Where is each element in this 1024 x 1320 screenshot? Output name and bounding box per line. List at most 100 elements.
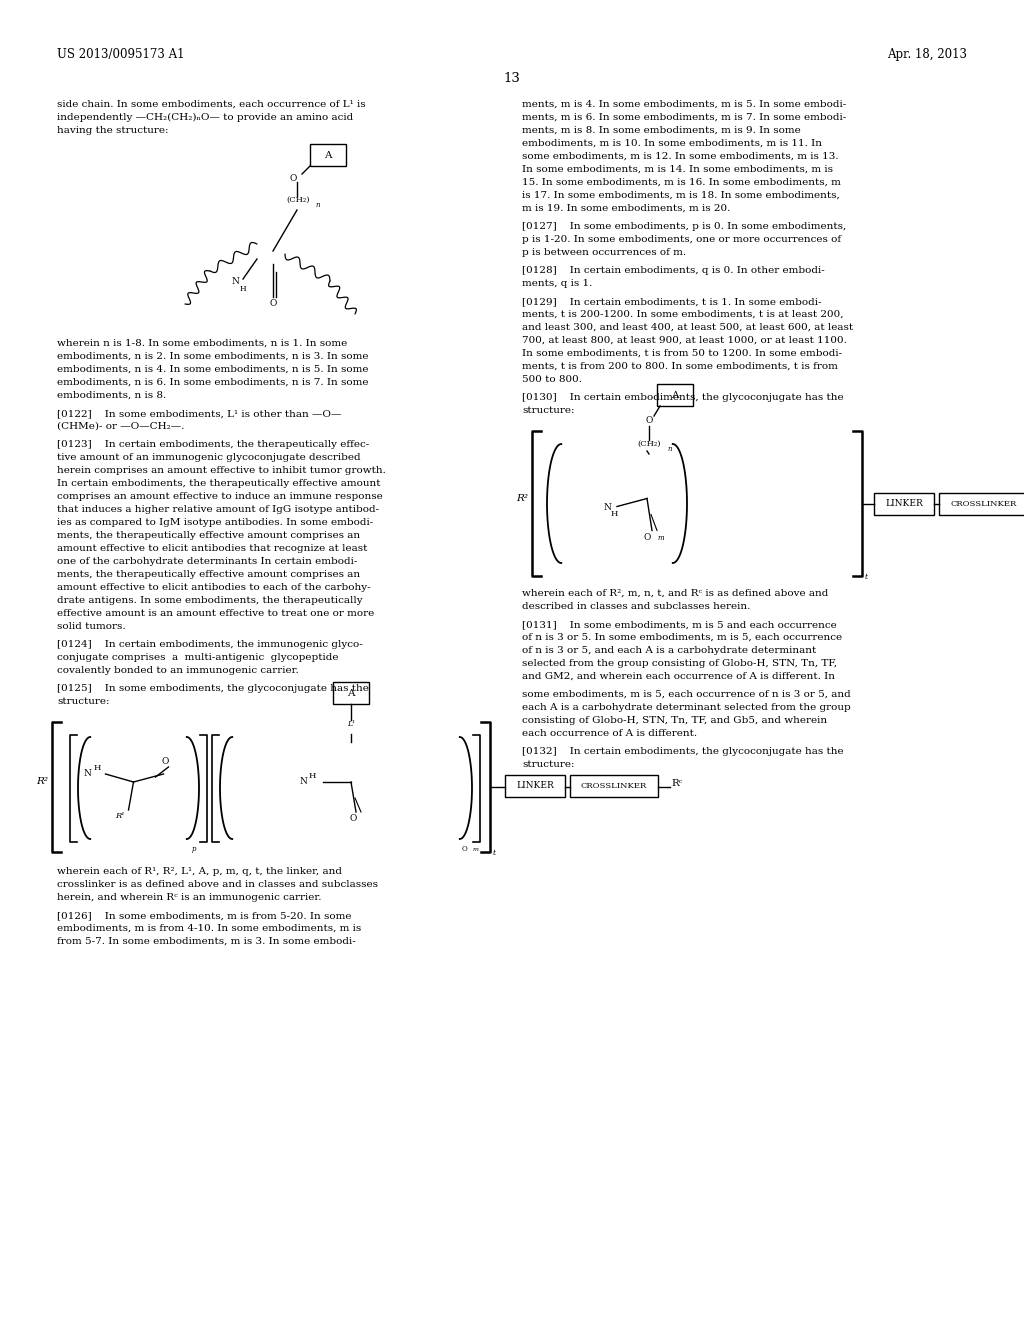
Text: [0125]    In some embodiments, the glycoconjugate has the: [0125] In some embodiments, the glycocon… [57,684,369,693]
Text: Apr. 18, 2013: Apr. 18, 2013 [887,48,967,61]
Text: crosslinker is as defined above and in classes and subclasses: crosslinker is as defined above and in c… [57,880,378,888]
Text: US 2013/0095173 A1: US 2013/0095173 A1 [57,48,184,61]
Text: ments, t is 200-1200. In some embodiments, t is at least 200,: ments, t is 200-1200. In some embodiment… [522,310,844,319]
Text: [0123]    In certain embodiments, the therapeutically effec-: [0123] In certain embodiments, the thera… [57,440,370,449]
Text: [0128]    In certain embodiments, q is 0. In other embodi-: [0128] In certain embodiments, q is 0. I… [522,267,824,275]
Text: structure:: structure: [57,697,110,706]
Text: p is 1-20. In some embodiments, one or more occurrences of: p is 1-20. In some embodiments, one or m… [522,235,841,244]
Text: m: m [473,847,479,851]
Bar [939,492,1024,515]
Text: [0127]    In some embodiments, p is 0. In some embodiments,: [0127] In some embodiments, p is 0. In s… [522,222,846,231]
Text: and least 300, and least 400, at least 500, at least 600, at least: and least 300, and least 400, at least 5… [522,323,853,333]
Text: p: p [193,845,197,853]
Text: O: O [290,174,297,183]
Text: drate antigens. In some embodiments, the therapeutically: drate antigens. In some embodiments, the… [57,597,362,605]
Text: amount effective to elicit antibodies to each of the carbohy-: amount effective to elicit antibodies to… [57,583,371,591]
Text: O: O [462,845,468,853]
Text: ments, m is 6. In some embodiments, m is 7. In some embodi-: ments, m is 6. In some embodiments, m is… [522,114,846,121]
Text: A: A [347,689,354,697]
Text: wherein each of R¹, R², L¹, A, p, m, q, t, the linker, and: wherein each of R¹, R², L¹, A, p, m, q, … [57,867,342,876]
Text: herein comprises an amount effective to inhibit tumor growth.: herein comprises an amount effective to … [57,466,386,475]
Text: side chain. In some embodiments, each occurrence of L¹ is: side chain. In some embodiments, each oc… [57,100,366,110]
Text: embodiments, m is 10. In some embodiments, m is 11. In: embodiments, m is 10. In some embodiment… [522,139,822,148]
Text: O: O [644,532,651,541]
Text: H: H [611,511,618,519]
Text: embodiments, m is from 4-10. In some embodiments, m is: embodiments, m is from 4-10. In some emb… [57,924,361,933]
Text: ments, the therapeutically effective amount comprises an: ments, the therapeutically effective amo… [57,531,360,540]
Text: is 17. In some embodiments, m is 18. In some embodiments,: is 17. In some embodiments, m is 18. In … [522,191,840,201]
Text: embodiments, n is 2. In some embodiments, n is 3. In some: embodiments, n is 2. In some embodiments… [57,352,369,360]
Text: H: H [240,285,247,293]
Text: H: H [93,764,101,772]
Bar [333,682,369,704]
Text: and GM2, and wherein each occurrence of A is different. In: and GM2, and wherein each occurrence of … [522,672,835,681]
Text: of n is 3 or 5, and each A is a carbohydrate determinant: of n is 3 or 5, and each A is a carbohyd… [522,645,816,655]
Text: embodiments, n is 6. In some embodiments, n is 7. In some: embodiments, n is 6. In some embodiments… [57,378,369,387]
Text: 700, at least 800, at least 900, at least 1000, or at least 1100.: 700, at least 800, at least 900, at leas… [522,337,847,345]
Text: N: N [603,503,611,511]
Text: t: t [493,849,496,857]
Text: selected from the group consisting of Globo-H, STN, Tn, TF,: selected from the group consisting of Gl… [522,659,838,668]
Text: R¹: R¹ [116,812,125,820]
Text: [0126]    In some embodiments, m is from 5-20. In some: [0126] In some embodiments, m is from 5-… [57,911,351,920]
Bar [874,492,934,515]
Text: [0132]    In certain embodiments, the glycoconjugate has the: [0132] In certain embodiments, the glyco… [522,747,844,756]
Text: each A is a carbohydrate determinant selected from the group: each A is a carbohydrate determinant sel… [522,704,851,711]
Text: LINKER: LINKER [516,781,554,791]
Bar [505,775,565,797]
Text: t: t [865,573,868,581]
Text: ments, the therapeutically effective amount comprises an: ments, the therapeutically effective amo… [57,570,360,579]
Text: some embodiments, m is 12. In some embodiments, m is 13.: some embodiments, m is 12. In some embod… [522,152,839,161]
Text: m is 19. In some embodiments, m is 20.: m is 19. In some embodiments, m is 20. [522,205,730,213]
Text: n: n [316,201,321,209]
Text: ies as compared to IgM isotype antibodies. In some embodi-: ies as compared to IgM isotype antibodie… [57,517,374,527]
Text: O: O [645,416,652,425]
Text: [0131]    In some embodiments, m is 5 and each occurrence: [0131] In some embodiments, m is 5 and e… [522,620,837,630]
Text: consisting of Globo-H, STN, Tn, TF, and Gb5, and wherein: consisting of Globo-H, STN, Tn, TF, and … [522,715,827,725]
Text: structure:: structure: [522,760,574,770]
Text: ments, m is 4. In some embodiments, m is 5. In some embodi-: ments, m is 4. In some embodiments, m is… [522,100,846,110]
Text: covalently bonded to an immunogenic carrier.: covalently bonded to an immunogenic carr… [57,667,299,675]
Text: tive amount of an immunogenic glycoconjugate described: tive amount of an immunogenic glycoconju… [57,453,360,462]
Text: (CHMe)- or —O—CH₂—.: (CHMe)- or —O—CH₂—. [57,422,184,432]
Text: effective amount is an amount effective to treat one or more: effective amount is an amount effective … [57,609,374,618]
Text: 500 to 800.: 500 to 800. [522,375,582,384]
Text: 13: 13 [504,73,520,84]
Text: In certain embodiments, the therapeutically effective amount: In certain embodiments, the therapeutica… [57,479,381,488]
Text: N: N [84,770,91,777]
Text: [0130]    In certain embodiments, the glycoconjugate has the: [0130] In certain embodiments, the glyco… [522,393,844,403]
Text: wherein each of R², m, n, t, and Rᶜ is as defined above and: wherein each of R², m, n, t, and Rᶜ is a… [522,589,828,598]
Text: CROSSLINKER: CROSSLINKER [581,781,647,789]
Text: comprises an amount effective to induce an immune response: comprises an amount effective to induce … [57,492,383,502]
Text: embodiments, n is 8.: embodiments, n is 8. [57,391,166,400]
Text: H: H [309,772,316,780]
Text: A: A [672,391,679,400]
Bar [657,384,693,407]
Text: 15. In some embodiments, m is 16. In some embodiments, m: 15. In some embodiments, m is 16. In som… [522,178,841,187]
Text: R²: R² [516,494,528,503]
Text: In some embodiments, m is 14. In some embodiments, m is: In some embodiments, m is 14. In some em… [522,165,833,174]
Text: In some embodiments, t is from 50 to 1200. In some embodi-: In some embodiments, t is from 50 to 120… [522,348,842,358]
Text: [0124]    In certain embodiments, the immunogenic glyco-: [0124] In certain embodiments, the immun… [57,640,362,649]
Text: amount effective to elicit antibodies that recognize at least: amount effective to elicit antibodies th… [57,544,368,553]
Bar [570,775,658,797]
Text: O: O [269,300,276,308]
Text: some embodiments, m is 5, each occurrence of n is 3 or 5, and: some embodiments, m is 5, each occurrenc… [522,690,851,700]
Text: each occurrence of A is different.: each occurrence of A is different. [522,729,697,738]
Text: N: N [299,777,307,785]
Bar [310,144,346,166]
Text: from 5-7. In some embodiments, m is 3. In some embodi-: from 5-7. In some embodiments, m is 3. I… [57,937,355,946]
Text: structure:: structure: [522,407,574,414]
Text: LINKER: LINKER [885,499,923,508]
Text: ments, m is 8. In some embodiments, m is 9. In some: ments, m is 8. In some embodiments, m is… [522,125,801,135]
Text: Rᶜ: Rᶜ [671,779,682,788]
Text: [0129]    In certain embodiments, t is 1. In some embodi-: [0129] In certain embodiments, t is 1. I… [522,297,821,306]
Text: ments, q is 1.: ments, q is 1. [522,279,592,288]
Text: (CH₂): (CH₂) [637,440,660,447]
Text: ments, t is from 200 to 800. In some embodiments, t is from: ments, t is from 200 to 800. In some emb… [522,362,838,371]
Text: O: O [162,756,169,766]
Text: N: N [232,277,240,286]
Text: conjugate comprises  a  multi-antigenic  glycopeptide: conjugate comprises a multi-antigenic gl… [57,653,339,663]
Text: having the structure:: having the structure: [57,125,169,135]
Text: that induces a higher relative amount of IgG isotype antibod-: that induces a higher relative amount of… [57,506,379,513]
